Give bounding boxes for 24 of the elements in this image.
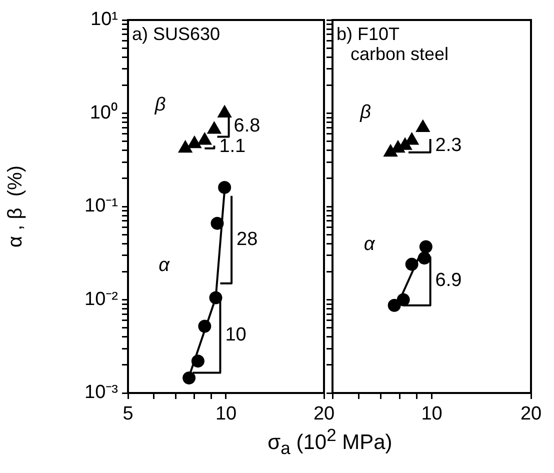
series-label: β bbox=[154, 94, 166, 116]
y-axis-title: α , β (%) bbox=[4, 166, 27, 248]
series-label: 28 bbox=[236, 228, 258, 250]
y-tick-label: 10⁻³ bbox=[84, 382, 118, 404]
series-label: 6.9 bbox=[435, 270, 462, 292]
annotation: a) SUS630 bbox=[132, 24, 220, 44]
y-tick-label: 10⁻¹ bbox=[84, 196, 118, 217]
series-label: 2.3 bbox=[435, 134, 462, 156]
x-tick-label: 10 bbox=[215, 404, 237, 425]
x-tick-label: 5 bbox=[122, 404, 134, 425]
series-label: 6.8 bbox=[234, 115, 260, 136]
series-label: β bbox=[359, 102, 372, 124]
y-tick-label: 10¹ bbox=[90, 9, 118, 30]
annotation: b) F10T carbon steel bbox=[336, 24, 449, 64]
series-label: 10 bbox=[225, 324, 246, 346]
x-tick-label: 10 bbox=[421, 404, 442, 425]
x-axis-title: σ$_{a}$ (10$^{2}$ MPa) bbox=[266, 425, 394, 460]
x-tick-label: 20 bbox=[520, 404, 542, 425]
series-label: α bbox=[364, 234, 376, 256]
y-tick-label: 10⁰ bbox=[90, 101, 118, 124]
series-label: 1.1 bbox=[219, 136, 246, 158]
x-tick-label: 20 bbox=[313, 404, 335, 425]
y-tick-label: 10⁻² bbox=[84, 288, 118, 310]
text: α bbox=[158, 254, 171, 276]
